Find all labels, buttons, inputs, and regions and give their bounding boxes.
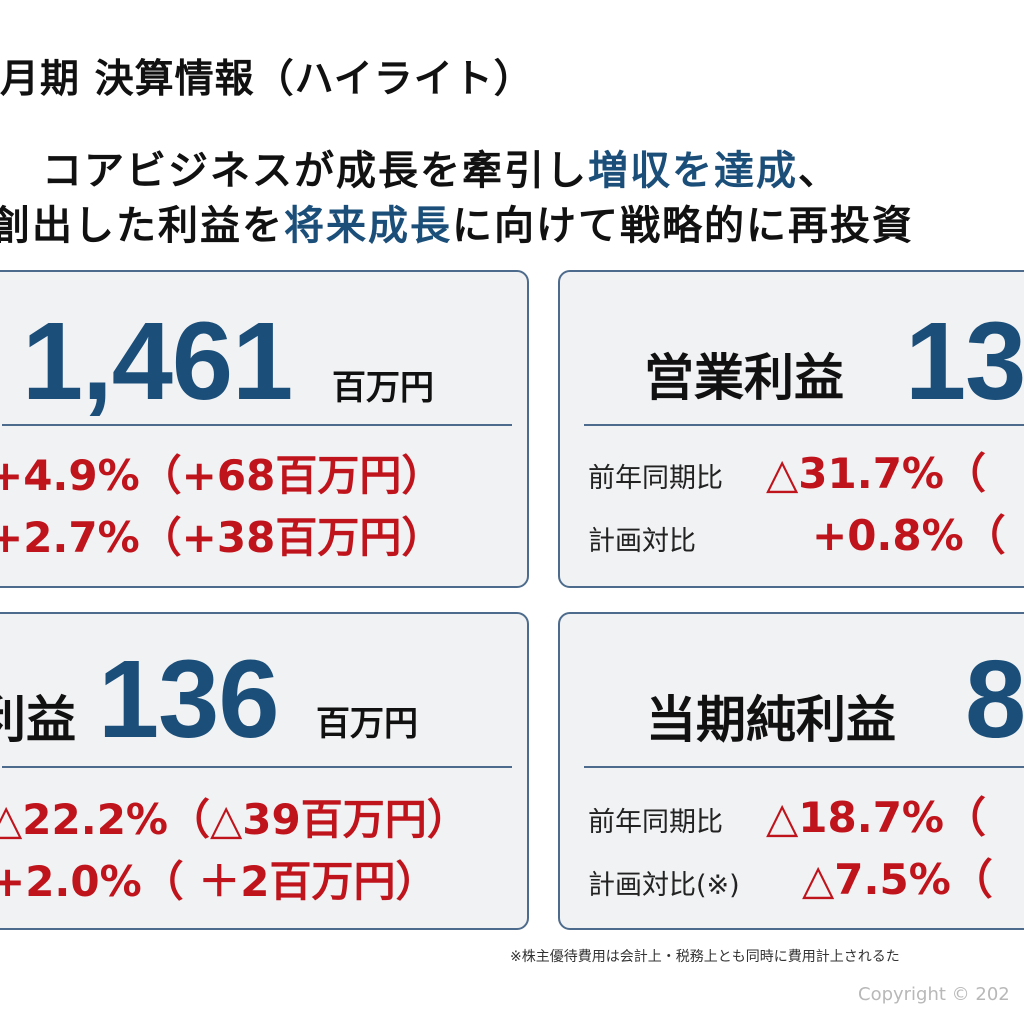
headline-line-1: コアビジネスが成長を牽引し増収を達成、 bbox=[42, 138, 840, 196]
copyright: Copyright © 202 bbox=[858, 984, 1010, 1005]
sales-value: 1,461 bbox=[22, 300, 293, 423]
net-yoy-label: 前年同期比 bbox=[588, 807, 723, 838]
sales-vs-plan: +2.7%（+38百万円） bbox=[0, 513, 444, 562]
operating-profit-value: 13 bbox=[905, 300, 1024, 423]
sales-unit: 百万円 bbox=[332, 368, 434, 408]
ordinary-yoy: △22.2%（△39百万円） bbox=[0, 795, 469, 844]
operating-profit-card: 営業利益 13 前年同期比 △31.7%（ 計画対比 +0.8%（ bbox=[558, 270, 1024, 588]
net-profit-label: 当期純利益 bbox=[646, 691, 896, 749]
ordinary-profit-label: 利益 bbox=[0, 691, 76, 749]
headline-highlight: 将来成長 bbox=[284, 203, 452, 249]
card-divider bbox=[2, 424, 512, 426]
operating-plan-label: 計画対比 bbox=[588, 526, 696, 557]
operating-yoy-value: △31.7%（ bbox=[766, 449, 987, 498]
footnote: ※株主優待費用は会計上・税務上とも同時に費用計上されるた bbox=[510, 949, 900, 965]
headline-text: 創出した利益を bbox=[0, 203, 284, 249]
net-plan-value: △7.5%（ bbox=[802, 855, 993, 904]
sales-yoy: +4.9%（+68百万円） bbox=[0, 451, 444, 500]
operating-profit-label: 営業利益 bbox=[644, 349, 844, 407]
net-yoy-value: △18.7%（ bbox=[766, 793, 987, 842]
page-title: 月期 決算情報（ハイライト） bbox=[0, 57, 534, 102]
net-profit-value: 8 bbox=[965, 638, 1024, 761]
headline-highlight: 増収を達成 bbox=[588, 148, 798, 194]
ordinary-vs-plan: +2.0%（ ＋2百万円） bbox=[0, 857, 438, 906]
headline-text: コアビジネスが成長を牽引し bbox=[42, 148, 588, 194]
ordinary-profit-card: 利益 136 百万円 △22.2%（△39百万円） +2.0%（ ＋2百万円） bbox=[0, 612, 529, 930]
net-profit-card: 当期純利益 8 前年同期比 △18.7%（ 計画対比(※) △7.5%（ bbox=[558, 612, 1024, 930]
ordinary-profit-unit: 百万円 bbox=[316, 704, 418, 744]
ordinary-profit-value: 136 bbox=[98, 638, 280, 761]
headline-line-2: 創出した利益を将来成長に向けて戦略的に再投資 bbox=[0, 193, 914, 251]
card-divider bbox=[584, 424, 1024, 426]
net-plan-label: 計画対比(※) bbox=[588, 870, 740, 901]
sales-card: 1,461 百万円 +4.9%（+68百万円） +2.7%（+38百万円） bbox=[0, 270, 529, 588]
headline-text: 、 bbox=[798, 148, 840, 194]
operating-plan-value: +0.8%（ bbox=[812, 511, 1006, 560]
operating-yoy-label: 前年同期比 bbox=[588, 463, 723, 494]
card-divider bbox=[2, 766, 512, 768]
card-divider bbox=[584, 766, 1024, 768]
headline-text: に向けて戦略的に再投資 bbox=[452, 203, 914, 249]
